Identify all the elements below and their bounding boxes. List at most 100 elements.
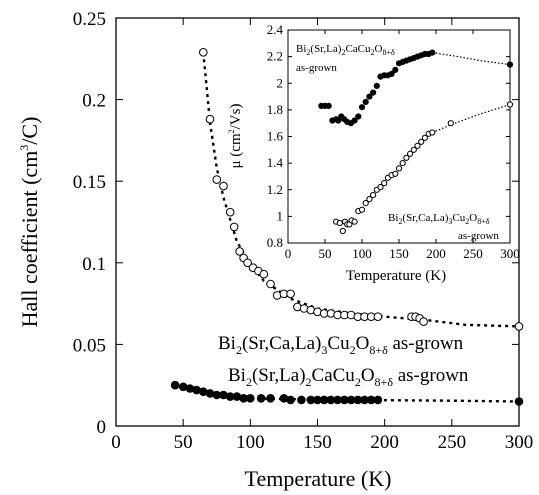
inset-open-point	[429, 129, 436, 136]
inset-open-point	[414, 142, 421, 149]
inset-open-point	[392, 170, 399, 177]
main-open-point	[286, 289, 295, 299]
inset-filled-point	[362, 98, 369, 106]
main-open-point	[212, 175, 222, 184]
inset-open-point	[407, 150, 414, 157]
inset-x-axis-title: Temperature (K)	[346, 268, 446, 284]
inset-filled-point	[358, 104, 366, 111]
inset-open-point	[447, 120, 454, 127]
main-series-label-filled: Bi2(Sr,La)2CaCu2O8+δ as-grown	[228, 365, 469, 389]
inset-filled-point	[370, 89, 377, 96]
inset-filled-point	[335, 117, 342, 124]
main-filled-point	[297, 395, 306, 405]
inset-open-point	[506, 101, 514, 108]
inset-y-tick-label: 1.4	[267, 155, 284, 170]
inset-y-tick-label: 1.2	[267, 182, 283, 197]
main-x-tick-label: 250	[438, 432, 467, 453]
inset-open-point	[381, 180, 388, 187]
inset-filled-point	[429, 49, 436, 56]
main-open-point	[419, 317, 428, 326]
main-filled-point	[266, 394, 275, 403]
inset-y-axis-title: μ (cm2/Vs)	[227, 104, 244, 169]
main-x-tick-label: 100	[236, 432, 265, 453]
inset-series-label-filled-suffix: as-grown	[296, 62, 337, 74]
inset-open-point	[339, 227, 346, 235]
inset-open-point	[362, 200, 369, 207]
inset-fit-curves	[432, 52, 511, 134]
inset-filled-point	[325, 102, 332, 110]
inset-y-tick-label: 1.6	[267, 129, 284, 144]
inset-axis-ticks: 0 50 100 150 200 250 300 0.8 1 1.2 1.4 1.6 1.8 2 2.2 2.…	[267, 22, 520, 261]
inset-series-label-open: Bi2(Sr,Ca,La)3Cu2O8+δ	[388, 212, 490, 226]
inset-filled-point	[351, 117, 358, 124]
main-open-point	[205, 114, 215, 124]
main-open-point	[225, 207, 235, 217]
main-x-tick-label: 0	[111, 432, 121, 453]
inset-filled-point	[366, 93, 373, 100]
inset-open-point	[399, 160, 406, 167]
inset-open-point	[403, 154, 410, 161]
inset-open-point	[395, 165, 403, 172]
inset-filled-point	[392, 66, 399, 74]
main-filled-point	[373, 395, 383, 405]
main-y-tick-label: 0.2	[82, 91, 106, 112]
main-filled-point	[170, 380, 180, 390]
main-fit-curves	[174, 52, 520, 403]
main-y-tick-label: 0	[97, 417, 107, 438]
main-open-point	[259, 269, 269, 279]
main-x-tick-label: 300	[505, 432, 534, 453]
inset-series-label-filled: Bi2(Sr,La)2CaCu2O8+δ	[296, 43, 395, 57]
inset-x-tick-label: 150	[389, 246, 409, 261]
inset-open-point	[366, 196, 373, 203]
inset-filled-point	[355, 113, 362, 120]
main-y-axis-title: Hall coefficient (cm3/C)	[17, 117, 42, 328]
inset-x-tick-label: 100	[352, 246, 372, 261]
main-series-label-open: Bi2(Sr,Ca,La)3Cu2O8+δ as-grown	[218, 333, 464, 357]
inset-y-tick-label: 0.8	[267, 235, 283, 250]
inset-open-point	[351, 218, 358, 225]
inset-open-point	[358, 206, 366, 213]
inset-y-tick-label: 1.8	[267, 102, 283, 117]
main-open-point	[266, 279, 275, 289]
main-y-tick-label: 0.25	[73, 9, 106, 30]
main-x-axis-title: Temperature (K)	[245, 466, 392, 491]
inset-series-label-open-suffix: as-grown	[458, 230, 499, 242]
main-open-point	[219, 181, 228, 191]
main-y-tick-label: 0.05	[73, 335, 106, 356]
inset-fit-line	[432, 103, 511, 134]
inset-open-point	[410, 146, 417, 153]
inset-y-tick-label: 2.2	[267, 49, 283, 64]
inset-data-points	[318, 49, 514, 235]
inset-chart: 0 50 100 150 200 250 300 0.8 1 1.2 1.4 1.6 1.8 2 2.2 2.…	[227, 22, 520, 284]
inset-y-tick-label: 2	[277, 75, 284, 90]
main-open-point	[373, 312, 383, 322]
main-x-tick-label: 150	[303, 432, 332, 453]
inset-x-tick-label: 200	[426, 246, 446, 261]
inset-fit-line	[432, 52, 511, 66]
inset-x-tick-label: 50	[319, 246, 332, 261]
inset-open-point	[421, 134, 428, 141]
inset-open-point	[336, 219, 343, 227]
main-open-point	[235, 247, 244, 256]
inset-x-tick-label: 300	[500, 246, 520, 261]
main-open-point	[514, 322, 524, 331]
inset-open-point	[377, 184, 384, 191]
inset-y-tick-label: 1	[277, 208, 284, 223]
inset-open-point	[418, 138, 425, 145]
main-filled-point	[286, 395, 295, 405]
inset-filled-point	[506, 61, 514, 68]
main-filled-point	[514, 397, 524, 406]
main-filled-point	[246, 394, 255, 403]
inset-open-point	[370, 192, 377, 199]
inset-filled-point	[373, 82, 380, 90]
main-open-point	[199, 48, 208, 57]
main-y-tick-label: 0.15	[73, 172, 106, 193]
main-open-point	[243, 258, 252, 268]
main-filled-point	[256, 394, 266, 403]
main-data-points	[170, 48, 524, 406]
main-x-tick-label: 200	[370, 432, 399, 453]
inset-x-tick-label: 0	[285, 246, 292, 261]
